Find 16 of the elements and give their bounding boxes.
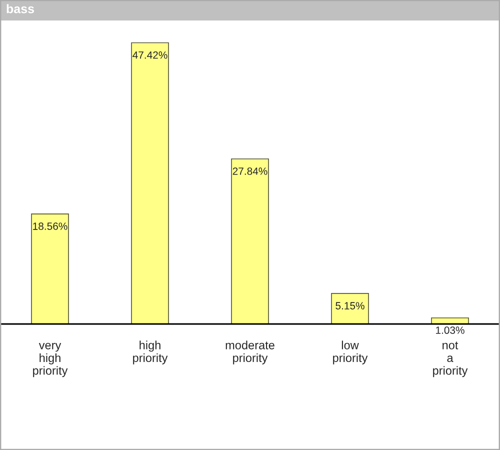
- data-label: 18.56%: [33, 222, 68, 230]
- bar: [131, 42, 169, 324]
- x-tick-label: moderate priority: [226, 340, 274, 364]
- bar: [231, 158, 269, 324]
- bar: [431, 317, 469, 324]
- x-tick-label: very high priority: [33, 342, 68, 378]
- x-tick-label: not a priority: [433, 342, 468, 378]
- x-tick-label: high priority: [133, 340, 168, 364]
- data-label: 5.15%: [336, 302, 364, 310]
- data-label: 1.03%: [436, 326, 464, 334]
- bar: [31, 214, 69, 324]
- bar: [331, 293, 369, 324]
- data-label: 47.42%: [132, 51, 168, 59]
- data-label: 27.84%: [232, 168, 268, 175]
- x-tick-label: low priority: [333, 340, 368, 364]
- chart-title: bass: [6, 4, 34, 14]
